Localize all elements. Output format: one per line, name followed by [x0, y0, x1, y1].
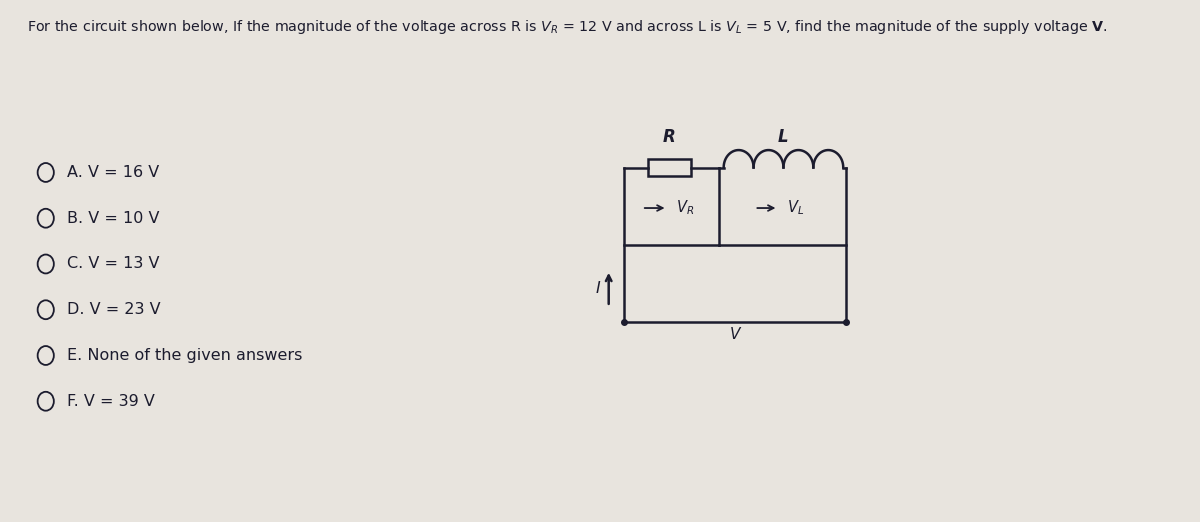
Text: E. None of the given answers: E. None of the given answers	[67, 348, 302, 363]
Bar	[648, 159, 690, 176]
Text: I: I	[595, 281, 600, 296]
Text: $V_L$: $V_L$	[787, 199, 804, 217]
Text: R: R	[662, 127, 676, 146]
Text: For the circuit shown below, If the magnitude of the voltage across R is $V_R$ =: For the circuit shown below, If the magn…	[26, 18, 1108, 37]
Text: C. V = 13 V: C. V = 13 V	[67, 256, 160, 271]
Text: B. V = 10 V: B. V = 10 V	[67, 211, 160, 226]
Text: V: V	[730, 327, 740, 341]
Text: L: L	[778, 127, 788, 146]
Text: F. V = 39 V: F. V = 39 V	[67, 394, 155, 409]
Text: $V_R$: $V_R$	[676, 199, 694, 217]
Text: A. V = 16 V: A. V = 16 V	[67, 165, 158, 180]
Text: D. V = 23 V: D. V = 23 V	[67, 302, 161, 317]
